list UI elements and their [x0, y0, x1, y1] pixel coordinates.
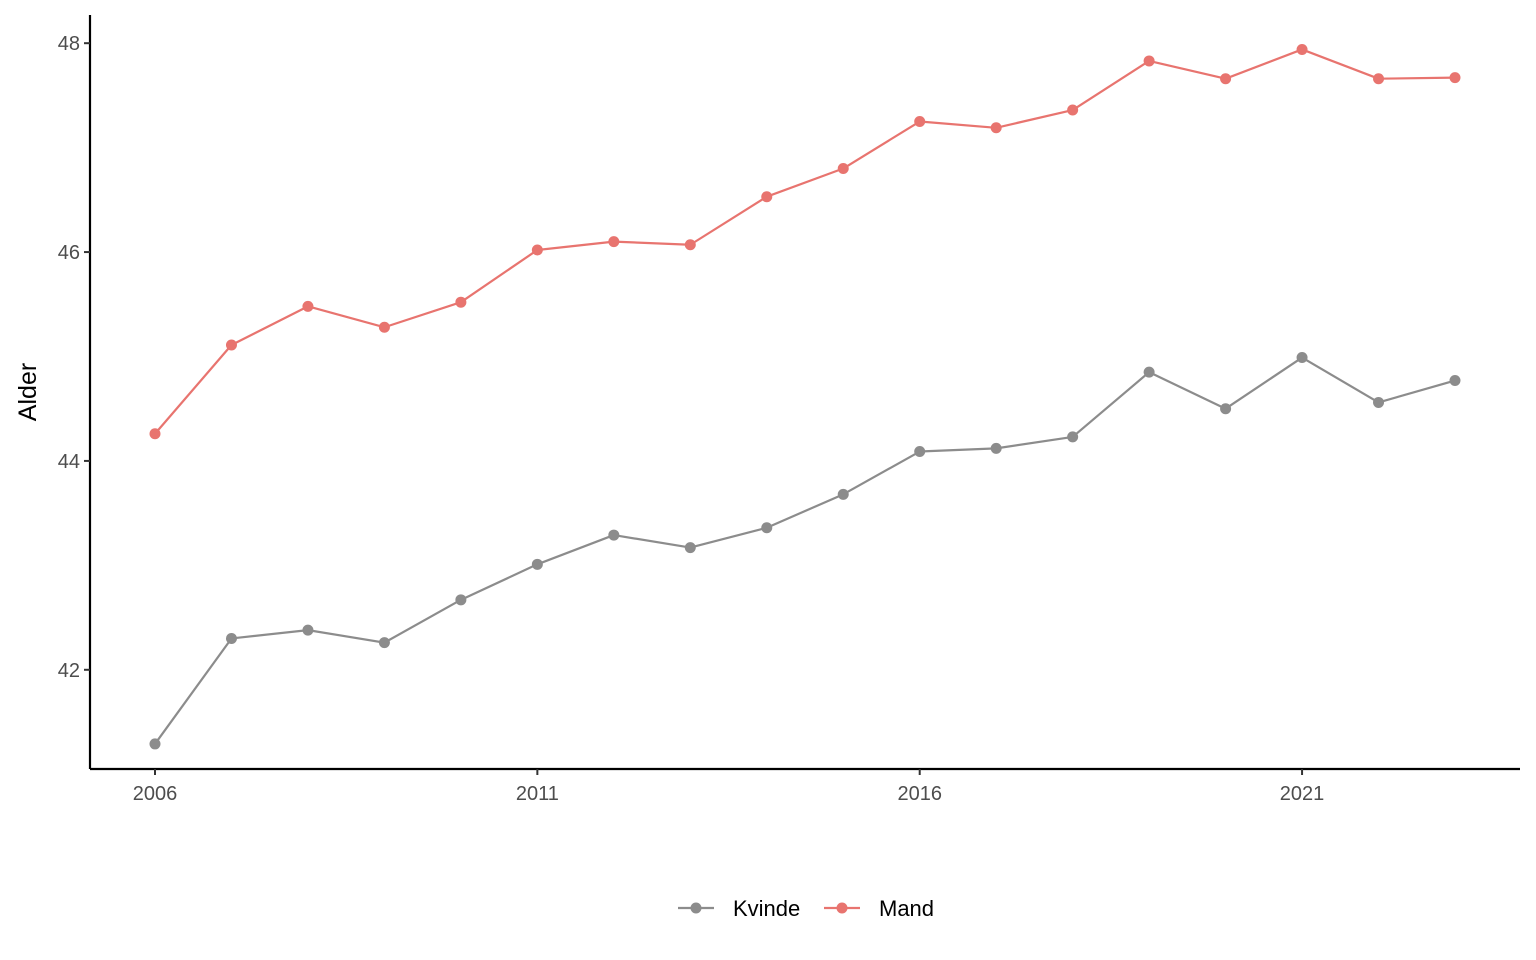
series-line-kvinde: [154, 356, 1456, 745]
data-point-mand: [684, 239, 696, 251]
x-tick-label: 2006: [133, 783, 178, 805]
data-point-mand: [914, 116, 926, 128]
data-point-mand: [378, 321, 390, 333]
y-tick-label: 46: [58, 242, 80, 264]
y-tick-label: 48: [58, 33, 80, 55]
data-point-mand: [302, 300, 314, 312]
data-point-mand: [1067, 104, 1079, 116]
ticks: 42 44 46 48 2006 2011 2016 2021: [58, 33, 1325, 805]
y-tick-label: 44: [58, 451, 80, 473]
x-tick-label: 2021: [1280, 783, 1325, 805]
legend-label: Kvinde: [733, 896, 800, 921]
data-point-mand: [608, 236, 620, 248]
legend-item-kvinde: Kvinde: [678, 896, 800, 921]
data-point-mand: [761, 191, 773, 203]
data-point-kvinde: [531, 558, 543, 570]
data-point-kvinde: [837, 488, 849, 500]
y-tick-label: 42: [58, 660, 80, 682]
data-point-mand: [1220, 73, 1232, 85]
legend-label: Mand: [879, 896, 934, 921]
data-point-mand: [225, 339, 237, 351]
x-tick-label: 2011: [516, 783, 559, 805]
axes: [88, 15, 1520, 771]
series-plot-area: [149, 43, 1461, 750]
data-point-kvinde: [225, 632, 237, 644]
data-point-kvinde: [302, 624, 314, 636]
data-point-kvinde: [1220, 403, 1232, 415]
data-point-mand: [1449, 72, 1461, 84]
series-line-mand: [154, 48, 1456, 435]
data-point-kvinde: [684, 542, 696, 554]
data-point-kvinde: [1067, 431, 1079, 443]
legend: Kvinde Mand: [678, 896, 934, 921]
data-point-kvinde: [378, 637, 390, 649]
data-point-kvinde: [1373, 396, 1385, 408]
data-point-mand: [837, 163, 849, 175]
data-point-kvinde: [990, 442, 1002, 454]
data-point-kvinde: [1296, 352, 1308, 364]
data-point-kvinde: [914, 446, 926, 458]
data-point-kvinde: [455, 594, 467, 606]
data-point-mand: [1143, 55, 1155, 67]
series-mand: [149, 43, 1461, 440]
data-point-kvinde: [761, 522, 773, 534]
data-point-mand: [455, 296, 467, 308]
x-tick-label: 2016: [897, 783, 942, 805]
data-point-kvinde: [1449, 375, 1461, 387]
data-point-kvinde: [608, 529, 620, 541]
legend-point-swatch: [836, 902, 848, 914]
data-point-kvinde: [149, 738, 161, 750]
y-axis-title: Alder: [14, 363, 42, 421]
legend-item-mand: Mand: [824, 896, 934, 921]
data-point-mand: [990, 122, 1002, 134]
data-point-mand: [531, 244, 543, 256]
data-point-mand: [1296, 43, 1308, 55]
legend-point-swatch: [690, 902, 702, 914]
data-point-kvinde: [1143, 366, 1155, 378]
data-point-mand: [149, 428, 161, 440]
series-kvinde: [149, 352, 1461, 750]
data-point-mand: [1373, 73, 1385, 85]
